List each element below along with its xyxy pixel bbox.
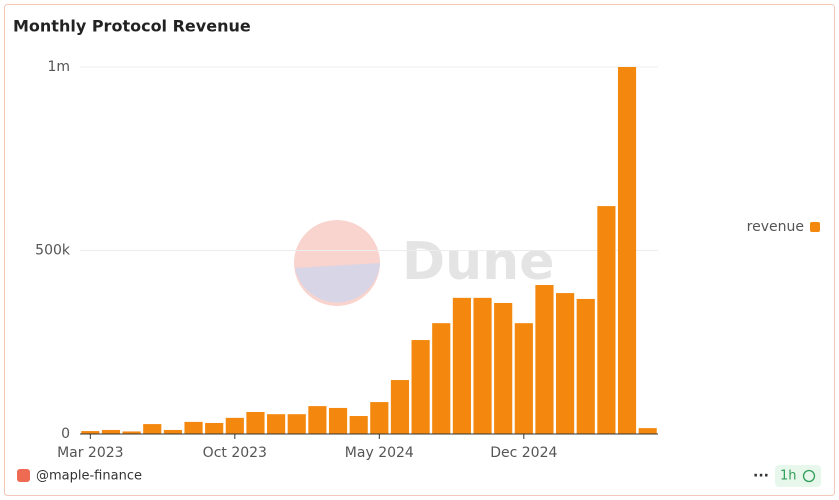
bar	[122, 431, 141, 434]
watermark-text: Dune	[402, 232, 554, 292]
bar	[494, 302, 513, 434]
author[interactable]: @maple-finance	[36, 469, 142, 484]
bar	[246, 411, 265, 434]
x-tick-label: Dec 2024	[490, 445, 557, 461]
bar	[597, 206, 616, 434]
bar	[81, 431, 100, 434]
bar	[287, 414, 306, 434]
x-tick-label: May 2024	[345, 445, 414, 461]
author-avatar	[17, 469, 30, 482]
bar	[535, 284, 554, 434]
bar	[556, 293, 575, 434]
bar	[514, 323, 533, 434]
legend-label: revenue	[747, 219, 804, 235]
bar	[452, 297, 471, 434]
bar	[390, 380, 410, 434]
refresh-icon	[802, 469, 816, 483]
y-tick-label: 1m	[47, 59, 70, 75]
bar	[163, 429, 182, 434]
bar	[205, 422, 224, 434]
bar	[308, 406, 327, 434]
bar	[225, 417, 244, 434]
bar	[101, 429, 121, 434]
watermark: Dune	[294, 220, 554, 306]
bar	[143, 424, 162, 434]
bar	[411, 340, 430, 434]
y-tick-label: 500k	[35, 243, 71, 259]
y-tick-label: 0	[61, 426, 70, 442]
bar	[184, 421, 203, 434]
bar	[473, 297, 492, 434]
bar	[617, 67, 637, 434]
legend-swatch	[810, 222, 820, 232]
bar	[349, 416, 368, 434]
chart-title: Monthly Protocol Revenue	[13, 17, 251, 36]
bar	[328, 407, 348, 434]
bar	[370, 402, 389, 434]
bar	[576, 298, 595, 434]
bar	[267, 414, 286, 434]
watermark-logo-part	[295, 263, 380, 303]
x-tick-label: Mar 2023	[57, 445, 124, 461]
menu-dots[interactable]: ···	[753, 468, 769, 484]
x-tick-label: Oct 2023	[203, 445, 267, 461]
bar	[638, 428, 657, 434]
bar	[432, 323, 451, 434]
refresh-time: 1h	[780, 469, 797, 484]
plot: 0 500k 1m Mar 2023 Oct 2023 May 2024 Dec 2024 r…	[35, 59, 820, 461]
